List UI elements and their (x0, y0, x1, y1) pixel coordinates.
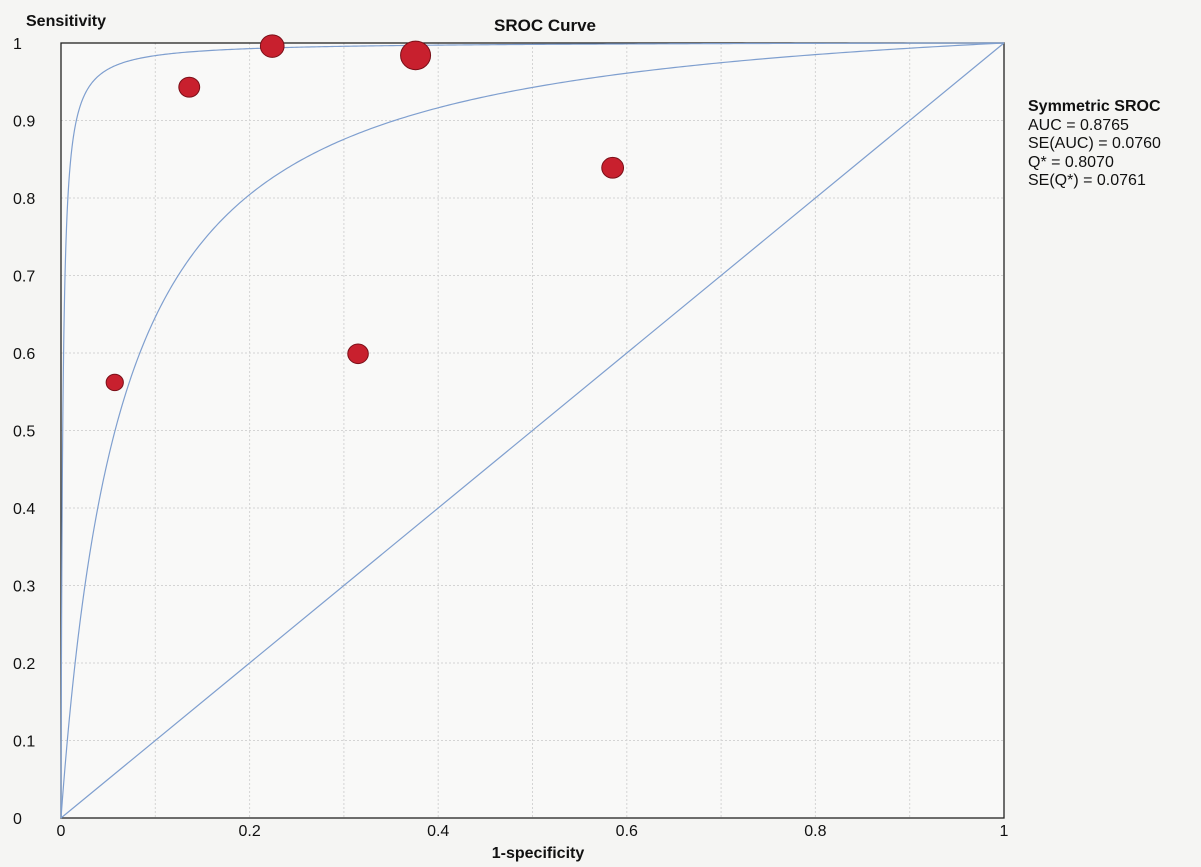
plot-frame (60, 42, 1005, 819)
y-tick-label: 0 (13, 811, 22, 828)
annotation-q-star: Q* = 0.8070 (1028, 153, 1114, 171)
data-point (347, 343, 369, 365)
data-point (105, 373, 124, 392)
y-tick-label: 0.6 (13, 346, 35, 363)
data-point (601, 156, 625, 179)
y-tick-label: 0.2 (13, 656, 35, 673)
y-tick-label: 0.4 (13, 501, 35, 518)
y-tick-label: 0.3 (13, 579, 35, 596)
diagonal-reference-line (60, 42, 1005, 819)
data-point (400, 40, 432, 71)
annotation-se-auc: SE(AUC) = 0.0760 (1028, 135, 1161, 152)
y-tick-label: 0.9 (13, 114, 35, 131)
y-tick-label: 1 (13, 36, 22, 53)
x-tick-label: 0.6 (616, 823, 638, 840)
x-axis-label: 1-specificity (492, 845, 585, 862)
annotation-se-q-star: SE(Q*) = 0.0761 (1028, 172, 1146, 189)
y-tick-label: 0.7 (13, 269, 35, 286)
data-point (178, 76, 201, 98)
x-tick-label: 1 (1000, 823, 1009, 840)
data-points (105, 34, 625, 392)
x-tick-label: 0.2 (238, 823, 260, 840)
x-tick-label: 0.8 (804, 823, 826, 840)
y-axis-label: Sensitivity (26, 13, 106, 30)
y-tick-label: 0.8 (13, 191, 35, 208)
y-tick-label: 0.1 (13, 734, 35, 751)
data-point (259, 34, 285, 58)
annotation-auc: AUC = 0.8765 (1028, 116, 1129, 134)
sroc-annotation: Symmetric SROC AUC = 0.8765 SE(AUC) = 0.… (1028, 98, 1161, 191)
chart-title: SROC Curve (494, 16, 596, 35)
y-tick-label: 0.5 (13, 424, 35, 441)
x-tick-label: 0.4 (427, 823, 449, 840)
annotation-title: Symmetric SROC (1028, 98, 1161, 115)
axis-ticks: 0 0.1 0.2 0.3 0.4 0.5 0.6 0.7 0.8 0.9 1 0 0.2 0.4 0.6 0… (13, 36, 1009, 840)
x-tick-label: 0 (57, 823, 66, 840)
sroc-curve-center (60, 42, 1005, 819)
